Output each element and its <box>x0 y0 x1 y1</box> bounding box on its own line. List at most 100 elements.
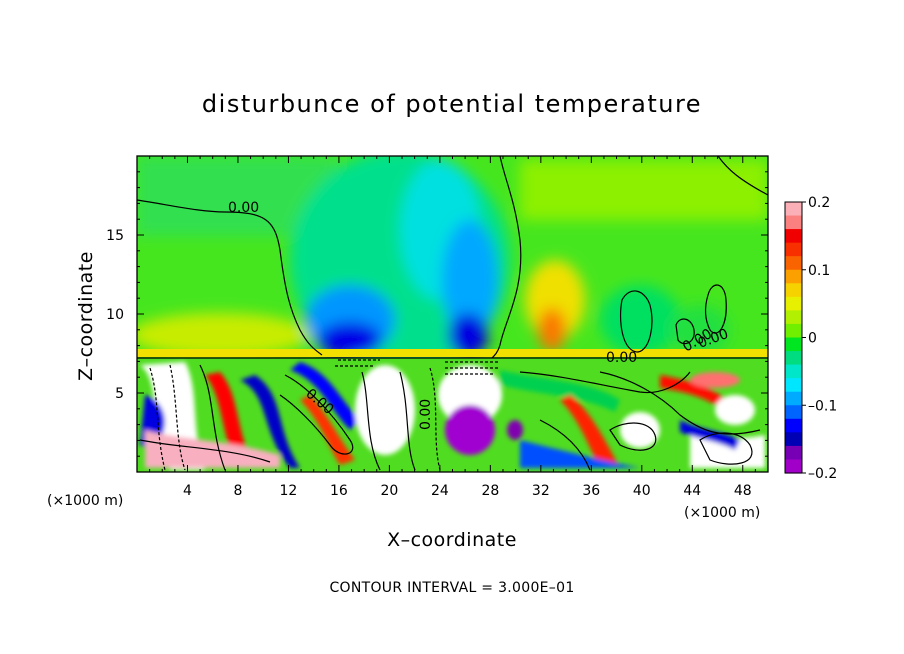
contour-line <box>539 419 591 471</box>
lower-field <box>140 362 765 470</box>
contour-line <box>609 422 657 451</box>
y-tick-labels: 5 10 15 <box>106 228 124 402</box>
field-region <box>438 365 502 425</box>
field-region <box>715 395 755 425</box>
colorbar-swatch <box>785 405 802 420</box>
contours <box>137 156 768 471</box>
field-region <box>690 372 740 388</box>
field-region <box>507 420 523 440</box>
tick-marks <box>137 156 768 472</box>
field-region <box>660 375 740 420</box>
y-tick-label: 5 <box>115 386 124 402</box>
colorbar <box>784 201 803 474</box>
colorbar-swatch <box>785 242 802 257</box>
colorbar-swatch <box>785 364 802 379</box>
x-tick-label: 32 <box>532 483 550 499</box>
colorbar-tick-label: 0 <box>808 331 817 347</box>
x-tick-label: 12 <box>280 483 298 499</box>
contour-line <box>705 284 727 334</box>
field-region <box>137 313 310 357</box>
contour-label: 0.00 <box>418 399 434 430</box>
field-region <box>520 440 640 468</box>
x-unit-label-right: (×1000 m) <box>684 505 760 521</box>
x-tick-label: 48 <box>734 483 752 499</box>
colorbar-labels: 0.2 0.1 0 –0.1 –0.2 <box>802 195 837 482</box>
contour-line <box>399 371 416 471</box>
contour-line <box>619 290 653 353</box>
colorbar-tick-label: –0.1 <box>808 398 837 414</box>
contour-line <box>199 364 226 471</box>
field-region <box>445 405 495 455</box>
x-tick-label: 20 <box>380 483 398 499</box>
colorbar-swatch <box>785 310 802 325</box>
colorbar-swatch <box>785 296 802 311</box>
contour-line <box>599 371 761 435</box>
field-region <box>290 362 360 430</box>
contour-line <box>361 371 381 471</box>
x-tick-label: 8 <box>233 483 242 499</box>
plot-area: 0.00 0.00 0.00 0.00 0.00 0.00 <box>136 155 769 473</box>
colorbar-swatch <box>785 229 802 244</box>
field-region <box>520 160 768 220</box>
colorbar-swatch <box>785 445 802 461</box>
x-tick-label: 4 <box>183 483 192 499</box>
colorbar-swatch <box>785 269 802 284</box>
contour-line <box>169 364 186 471</box>
field-region <box>620 412 660 448</box>
colorbar-swatch <box>785 432 802 447</box>
colorbar-tick-label: –0.2 <box>808 466 837 482</box>
colorbar-swatch <box>785 418 802 433</box>
y-axis-title: Z–coordinate <box>75 251 97 381</box>
contour-line <box>149 367 166 471</box>
field-region <box>205 372 255 468</box>
field-region <box>560 395 620 468</box>
colorbar-swatch <box>785 378 802 393</box>
contour-label: 0.00 <box>228 200 259 216</box>
field-region <box>240 375 300 468</box>
upper-field <box>137 156 768 358</box>
contour-line <box>491 156 522 359</box>
x-tick-label: 24 <box>431 483 449 499</box>
contour-line <box>279 374 354 455</box>
field-region <box>670 305 730 355</box>
field-region <box>600 285 680 355</box>
x-tick-label: 36 <box>582 483 600 499</box>
colorbar-swatch <box>785 459 802 474</box>
y-tick-label: 15 <box>106 228 124 244</box>
contour-line <box>139 439 271 463</box>
contour-line <box>519 371 691 394</box>
contour-line <box>717 156 768 196</box>
colorbar-swatch <box>785 323 802 339</box>
y-tick-label: 10 <box>106 307 124 323</box>
x-unit-label-left: (×1000 m) <box>47 493 123 509</box>
field-region <box>538 308 566 352</box>
colorbar-swatch <box>785 283 802 298</box>
contour-line <box>699 432 753 465</box>
contour-interval-note: CONTOUR INTERVAL = 3.000E–01 <box>329 580 574 596</box>
contour-label: 0.00 <box>606 350 637 366</box>
contour-line <box>675 318 695 345</box>
contour-line <box>137 199 323 356</box>
colorbar-swatch <box>785 215 802 230</box>
chart-title: disturbunce of potential temperature <box>202 90 702 118</box>
contour-line <box>429 367 441 471</box>
field-region <box>500 370 620 412</box>
colorbar-tick-label: 0.1 <box>808 263 830 279</box>
inversion-band <box>137 349 768 357</box>
x-tick-label: 44 <box>683 483 701 499</box>
x-tick-labels: 4 8 12 16 20 24 28 32 36 40 44 48 <box>183 483 752 499</box>
x-tick-label: 28 <box>481 483 499 499</box>
field-region <box>300 395 355 465</box>
colorbar-swatch <box>785 256 802 271</box>
field-region <box>448 313 488 357</box>
colorbar-swatch <box>785 202 802 217</box>
x-tick-label: 16 <box>330 483 348 499</box>
colorbar-swatch <box>785 351 802 366</box>
x-axis-title: X–coordinate <box>387 529 517 551</box>
colorbar-swatch <box>785 337 802 352</box>
field-region <box>442 220 498 340</box>
colorbar-tick-label: 0.2 <box>808 195 830 211</box>
x-tick-label: 40 <box>633 483 651 499</box>
contour-line <box>445 361 500 375</box>
